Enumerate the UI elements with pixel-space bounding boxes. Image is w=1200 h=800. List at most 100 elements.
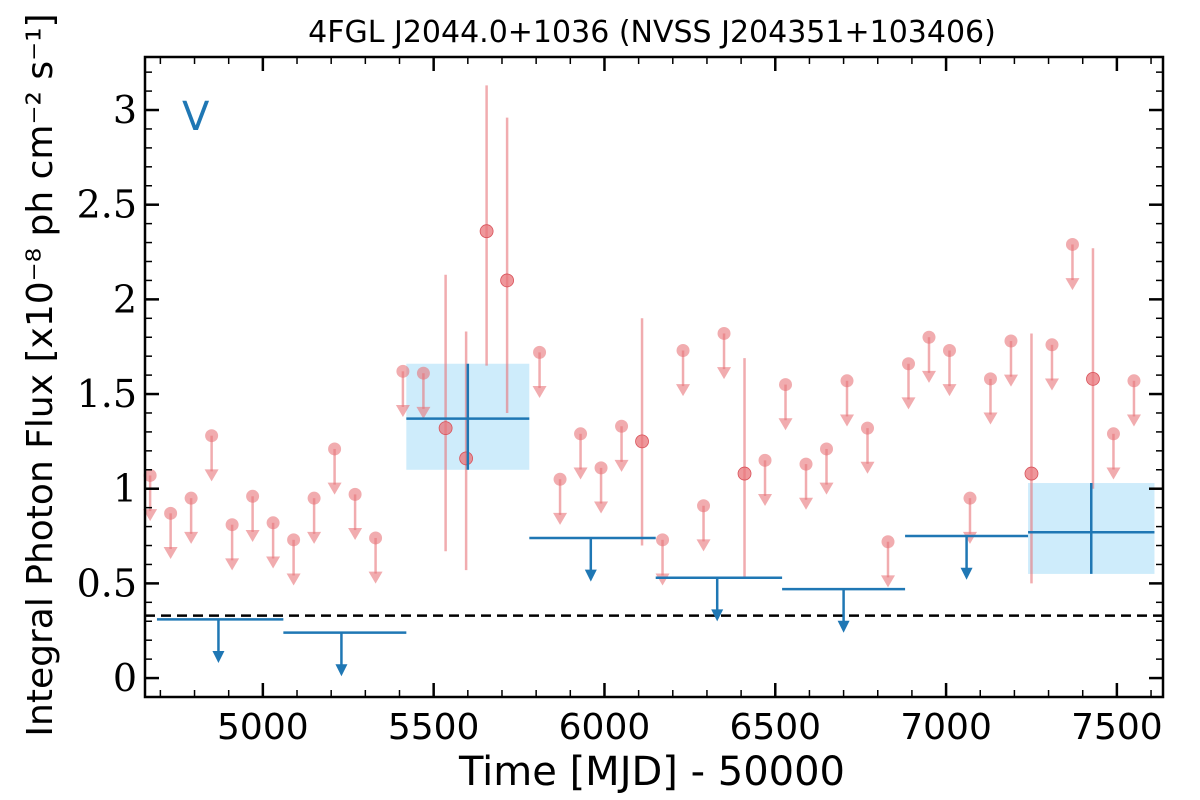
upper-limit-arrowhead: [204, 469, 219, 482]
upper-limit-arrowhead: [614, 459, 629, 472]
panel-label: V: [182, 94, 210, 140]
upper-limit-point: [615, 419, 629, 433]
x-tick-label: 6500: [729, 707, 821, 748]
long-bin-arrowhead: [960, 567, 973, 580]
upper-limit-arrowhead: [395, 404, 410, 417]
upper-limit-point: [676, 343, 690, 357]
upper-limit-point: [533, 345, 547, 359]
upper-limit-arrowhead: [1126, 414, 1141, 427]
upper-limit-point: [779, 378, 793, 392]
upper-limit-point: [246, 489, 260, 503]
detection-point: [635, 434, 649, 449]
upper-limit-arrowhead: [327, 482, 342, 495]
long-bin-arrowhead: [584, 569, 597, 582]
upper-limit-point: [983, 372, 997, 386]
y-tick-label: 1: [113, 467, 137, 511]
upper-limit-point: [416, 366, 430, 380]
plot-area: 5000 5500 6000 6500 7000 7500 0 0.5 1 1.5 2 2.5 3 V: [77, 55, 1165, 748]
upper-limit-point: [902, 357, 915, 371]
upper-limit-arrowhead: [225, 558, 240, 571]
upper-limit-point: [328, 442, 342, 456]
upper-limit-arrowhead: [860, 461, 875, 474]
y-tick-label: 1.5: [77, 372, 137, 416]
y-tick-label: 0.5: [77, 561, 137, 605]
upper-limit-arrowhead: [553, 512, 568, 525]
y-tick-label: 3: [113, 88, 137, 132]
upper-limit-arrowhead: [143, 509, 158, 522]
chart-title: 4FGL J2044.0+1036 (NVSS J204351+103406): [308, 15, 996, 50]
upper-limit-arrowhead: [1065, 278, 1080, 291]
long-bin-arrowhead: [335, 664, 348, 677]
upper-limit-point: [287, 533, 301, 547]
long-bin-arrowhead: [837, 620, 850, 633]
y-tick-label: 2.5: [77, 183, 137, 227]
upper-limit-arrowhead: [307, 531, 322, 544]
upper-limit-arrowhead: [245, 529, 260, 542]
upper-limit-point: [656, 533, 670, 547]
upper-limit-arrowhead: [921, 370, 936, 383]
upper-limit-arrowhead: [594, 501, 609, 514]
upper-limit-arrowhead: [1106, 467, 1121, 480]
upper-limit-point: [1004, 334, 1018, 348]
upper-limit-arrowhead: [286, 573, 301, 586]
detection-point: [459, 451, 474, 466]
upper-limit-point: [881, 535, 895, 549]
detection-point: [500, 273, 515, 288]
upper-limit-arrowhead: [1003, 374, 1018, 387]
upper-limit-point: [184, 491, 198, 505]
upper-limit-point: [553, 472, 567, 486]
x-tick-label: 6000: [559, 707, 651, 748]
detection-point: [1086, 371, 1100, 386]
upper-limit-point: [266, 516, 280, 530]
upper-limit-arrowhead: [881, 575, 896, 588]
detection-point: [438, 421, 453, 436]
upper-limit-arrowhead: [266, 556, 281, 569]
x-tick-label: 7000: [900, 707, 992, 748]
upper-limit-arrowhead: [901, 397, 916, 410]
upper-limit-point: [697, 499, 711, 513]
upper-limit-point: [799, 457, 813, 471]
upper-limit-point: [963, 491, 977, 505]
upper-limit-point: [348, 487, 362, 501]
upper-limit-point: [942, 343, 956, 357]
upper-limit-arrowhead: [416, 406, 431, 419]
upper-limit-point: [164, 506, 178, 520]
y-tick-label: 2: [113, 277, 137, 321]
upper-limit-arrowhead: [696, 539, 711, 552]
upper-limit-point: [574, 427, 588, 441]
long-bin-arrowhead: [212, 651, 225, 664]
upper-limit-arrowhead: [778, 418, 793, 431]
long-bin-arrowhead: [711, 609, 724, 622]
upper-limit-point: [307, 491, 321, 505]
x-tick-label: 7500: [1071, 707, 1163, 748]
upper-limit-arrowhead: [163, 546, 178, 559]
detection-point: [479, 224, 494, 239]
upper-limit-arrowhead: [799, 497, 814, 510]
upper-limit-point: [1065, 237, 1079, 251]
upper-limit-arrowhead: [840, 414, 855, 427]
upper-limit-point: [922, 330, 936, 344]
upper-limit-arrowhead: [184, 531, 199, 544]
upper-limit-arrowhead: [676, 384, 691, 397]
upper-limit-arrowhead: [717, 367, 732, 380]
upper-limit-arrowhead: [655, 573, 670, 586]
detection-point: [1024, 466, 1039, 481]
upper-limit-point: [143, 468, 157, 482]
upper-limit-point: [717, 326, 731, 340]
upper-limit-point: [1106, 427, 1120, 441]
x-tick-label: 5000: [217, 707, 309, 748]
upper-limit-point: [820, 442, 834, 456]
x-axis-label: Time [MJD] - 50000: [458, 749, 845, 795]
upper-limit-arrowhead: [819, 482, 834, 495]
y-axis-label: Integral Photon Flux [x10⁻⁸ ph cm⁻² s⁻¹]: [20, 13, 61, 736]
x-tick-label: 5500: [388, 707, 480, 748]
upper-limit-arrowhead: [1044, 378, 1059, 391]
upper-limit-point: [594, 461, 608, 475]
plot-frame: [143, 55, 1165, 699]
upper-limit-arrowhead: [368, 571, 383, 584]
upper-limit-arrowhead: [532, 386, 547, 399]
upper-limit-arrowhead: [348, 528, 363, 541]
upper-limit-point: [396, 364, 410, 378]
upper-limit-point: [1127, 374, 1141, 388]
